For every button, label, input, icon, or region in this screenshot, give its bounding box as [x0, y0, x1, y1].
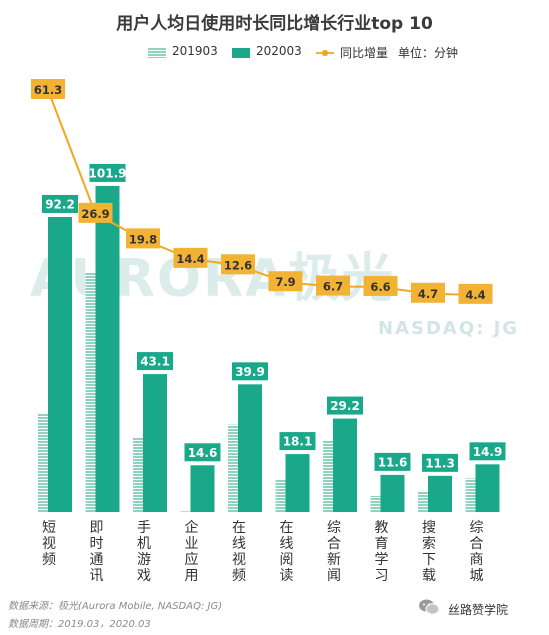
bar-202003-9 [475, 464, 500, 512]
bar-label-bg-9 [469, 442, 506, 461]
category-label-9: 综合商城 [469, 520, 484, 584]
growth-value-label-7: 6.6 [370, 280, 390, 294]
legend-swatch-201903 [148, 48, 166, 58]
growth-label-bg-6 [316, 275, 350, 296]
bar-202003-3 [190, 465, 215, 512]
growth-label-bg-8 [411, 282, 445, 303]
bar-202003-2 [143, 374, 167, 512]
bar-label-bg-3 [184, 443, 221, 462]
growth-value-label-8: 4.7 [418, 287, 438, 301]
growth-value-label-4: 12.6 [224, 258, 252, 272]
bar-label-bg-2 [137, 352, 173, 371]
category-label-6: 综合新闻 [327, 520, 341, 584]
wechat-icon [419, 599, 440, 615]
bar-value-label-5: 18.1 [283, 435, 313, 449]
growth-label-bg-5 [268, 271, 303, 292]
growth-label-bg-1 [78, 202, 113, 223]
watermark-subtitle: NASDAQ: JG [378, 318, 520, 339]
growth-label-bg-4 [221, 254, 255, 275]
growth-line [47, 89, 476, 296]
bar-value-label-9: 14.9 [473, 445, 503, 459]
chart-title: 用户人均日使用时长同比增长行业top 10 [116, 14, 433, 34]
legend-label-growth: 同比增量 [340, 46, 389, 60]
bar-label-bg-5 [279, 432, 316, 451]
bar-value-label-3: 14.6 [188, 446, 218, 460]
category-label-1: 即时通讯 [89, 520, 104, 584]
legend-label-201903: 201903 [172, 44, 218, 58]
bar-202003-0 [48, 216, 72, 512]
bar-202003-4 [238, 384, 262, 512]
bar-value-label-6: 29.2 [330, 399, 360, 413]
growth-value-label-5: 7.9 [275, 275, 295, 289]
footer-source: 数据来源：极光(Aurora Mobile, NASDAQ: JG) [8, 601, 223, 612]
bar-202003-1 [95, 185, 120, 513]
growth-label-bg-3 [173, 247, 208, 268]
bar-label-bg-8 [422, 453, 458, 472]
bar-202003-6 [333, 418, 357, 512]
bar-label-bg-6 [327, 396, 363, 415]
bar-value-label-1: 101.9 [89, 166, 127, 180]
growth-label-bg-0 [31, 79, 65, 99]
growth-label-bg-7 [363, 275, 398, 296]
growth-value-label-3: 14.4 [176, 252, 204, 266]
category-label-4: 在线视频 [232, 520, 246, 584]
growth-value-label-1: 26.9 [81, 207, 109, 221]
growth-value-label-0: 61.3 [34, 83, 62, 97]
bar-201903-3 [180, 511, 195, 512]
growth-value-label-2: 19.8 [129, 232, 157, 246]
bar-value-label-8: 11.3 [425, 456, 455, 470]
legend-line-marker-icon [316, 49, 334, 57]
bar-value-label-0: 92.2 [45, 197, 75, 211]
category-label-8: 搜索下载 [422, 520, 436, 584]
bar-label-bg-7 [374, 452, 411, 471]
growth-label-bg-2 [126, 228, 160, 249]
category-label-0: 短视频 [42, 520, 56, 568]
bar-value-label-4: 39.9 [235, 365, 265, 379]
bar-value-label-2: 43.1 [140, 355, 170, 369]
legend-label-202003: 202003 [256, 44, 302, 58]
growth-value-label-9: 4.4 [465, 288, 485, 302]
category-label-2: 手机游戏 [137, 520, 151, 584]
footer-period: 数据周期：2019.03，2020.03 [8, 619, 151, 630]
bar-label-bg-1 [89, 163, 126, 182]
legend-swatch-202003 [232, 48, 250, 58]
category-label-7: 教育学习 [374, 520, 389, 584]
bar-202003-5 [285, 454, 310, 512]
unit-label: 单位：分钟 [398, 46, 459, 60]
bar-label-bg-4 [232, 362, 268, 381]
bar-202003-8 [428, 475, 452, 512]
bar-value-label-7: 11.6 [378, 455, 408, 469]
category-label-3: 企业应用 [184, 520, 199, 584]
brand-name: 丝路赞学院 [448, 603, 509, 617]
category-label-5: 在线阅读 [279, 520, 294, 584]
bar-202003-7 [380, 474, 405, 512]
bar-label-bg-0 [42, 194, 78, 213]
growth-value-label-6: 6.7 [323, 280, 343, 294]
growth-label-bg-9 [458, 283, 493, 304]
